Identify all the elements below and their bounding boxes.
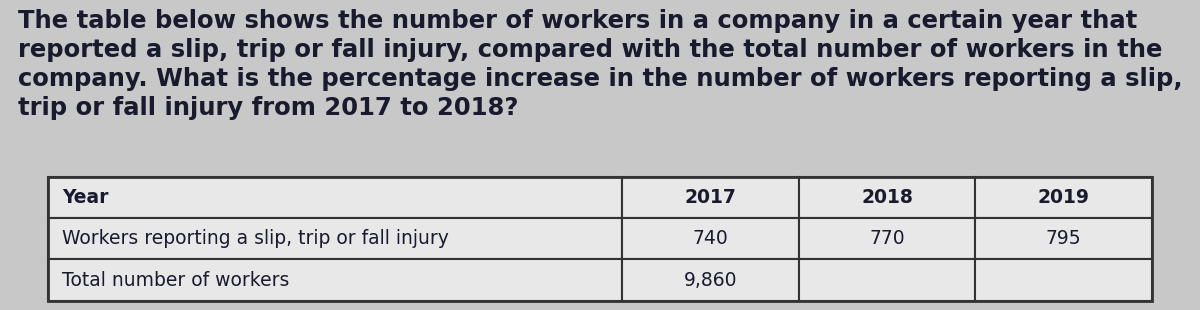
- Text: 2017: 2017: [684, 188, 737, 207]
- Bar: [48, 177, 622, 218]
- Bar: [622, 218, 799, 259]
- Text: The table below shows the number of workers in a company in a certain year that : The table below shows the number of work…: [18, 9, 1183, 120]
- Bar: [976, 218, 1152, 259]
- Text: 2018: 2018: [862, 188, 913, 207]
- Bar: [799, 259, 976, 301]
- Text: 770: 770: [869, 229, 905, 248]
- Bar: [48, 177, 1152, 301]
- Text: 740: 740: [692, 229, 728, 248]
- Bar: [48, 218, 622, 259]
- Text: Year: Year: [62, 188, 109, 207]
- Bar: [799, 177, 976, 218]
- Text: 795: 795: [1046, 229, 1081, 248]
- Bar: [976, 177, 1152, 218]
- Bar: [799, 218, 976, 259]
- Text: Workers reporting a slip, trip or fall injury: Workers reporting a slip, trip or fall i…: [62, 229, 449, 248]
- Bar: [622, 177, 799, 218]
- Text: 2019: 2019: [1038, 188, 1090, 207]
- Bar: [976, 259, 1152, 301]
- Bar: [48, 259, 622, 301]
- Bar: [622, 259, 799, 301]
- Text: 9,860: 9,860: [684, 271, 737, 290]
- Text: Total number of workers: Total number of workers: [62, 271, 289, 290]
